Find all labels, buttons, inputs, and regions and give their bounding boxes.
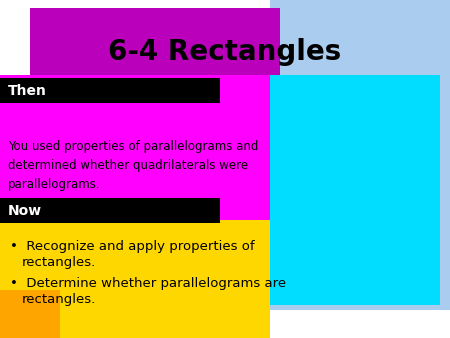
Bar bbox=[0, 220, 270, 338]
Text: You used properties of parallelograms and
determined whether quadrilaterals were: You used properties of parallelograms an… bbox=[8, 140, 258, 191]
Text: •  Determine whether parallelograms are: • Determine whether parallelograms are bbox=[10, 277, 286, 290]
Text: rectangles.: rectangles. bbox=[22, 256, 96, 269]
Text: rectangles.: rectangles. bbox=[22, 293, 96, 306]
Text: •  Recognize and apply properties of: • Recognize and apply properties of bbox=[10, 240, 255, 253]
Bar bbox=[270, 0, 450, 310]
Bar bbox=[30, 8, 280, 93]
Bar bbox=[0, 75, 270, 260]
Bar bbox=[0, 290, 60, 338]
Bar bbox=[230, 75, 440, 305]
Text: Then: Then bbox=[8, 84, 47, 98]
Text: Now: Now bbox=[8, 204, 42, 218]
Bar bbox=[0, 198, 220, 223]
Text: 6-4 Rectangles: 6-4 Rectangles bbox=[108, 38, 342, 66]
Bar bbox=[0, 78, 220, 103]
